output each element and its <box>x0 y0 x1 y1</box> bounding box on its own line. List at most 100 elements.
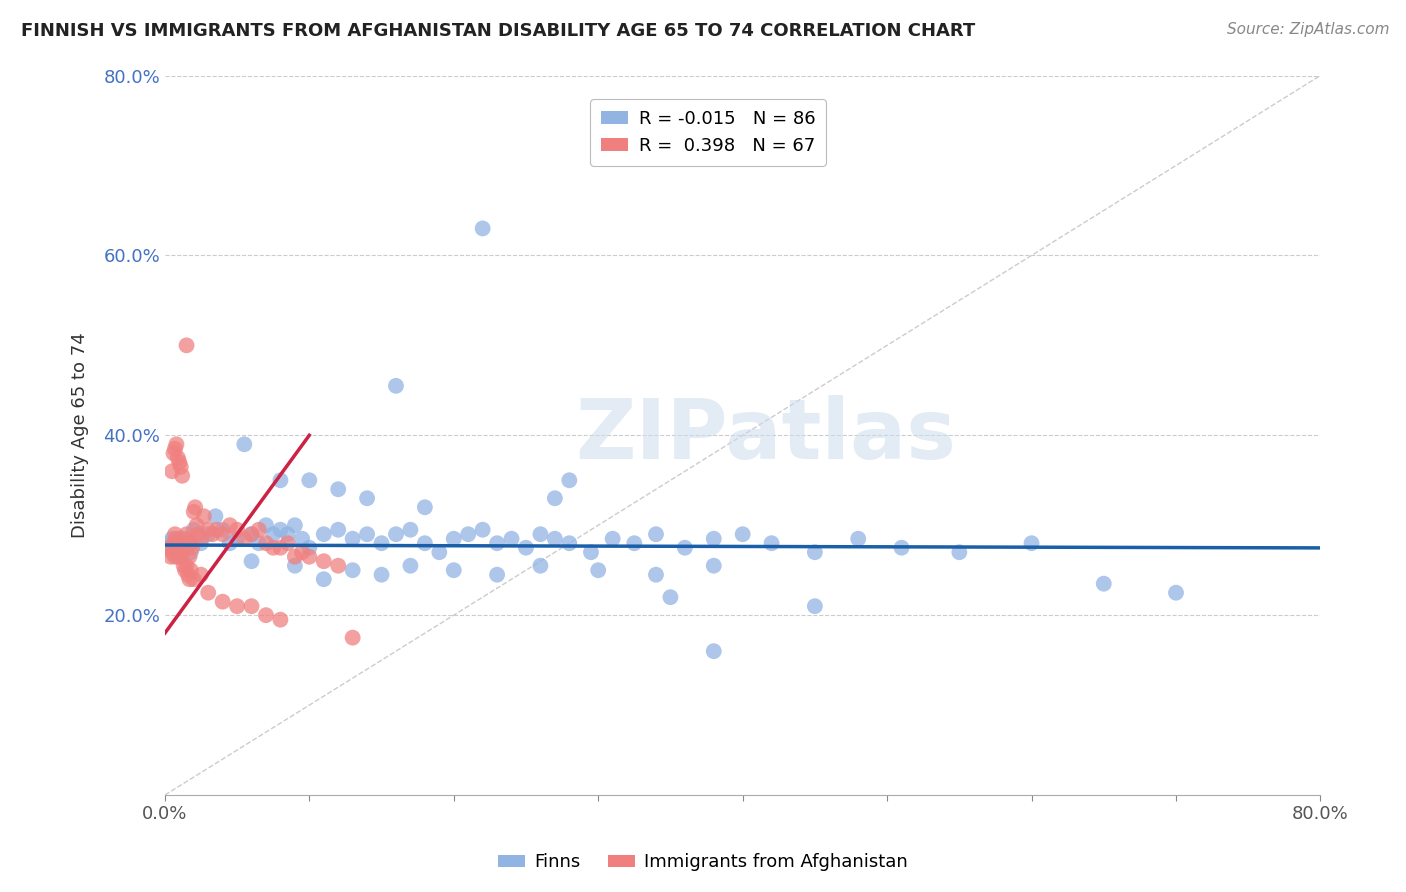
Point <box>218 518 240 533</box>
Point <box>761 536 783 550</box>
Point <box>269 473 291 487</box>
Text: Source: ZipAtlas.com: Source: ZipAtlas.com <box>1226 22 1389 37</box>
Point <box>187 527 209 541</box>
Point <box>284 518 307 533</box>
Point <box>163 527 186 541</box>
Point <box>169 455 191 469</box>
Point <box>703 532 725 546</box>
Point <box>427 545 450 559</box>
Point <box>291 545 314 559</box>
Point <box>284 558 307 573</box>
Point <box>176 541 198 555</box>
Point <box>183 572 205 586</box>
Point <box>226 532 249 546</box>
Point <box>167 450 190 465</box>
Point <box>233 437 256 451</box>
Point <box>172 545 194 559</box>
Point <box>247 523 270 537</box>
Point <box>240 527 263 541</box>
Point <box>486 536 509 550</box>
Point <box>218 536 240 550</box>
Point <box>804 599 827 614</box>
Point <box>201 527 224 541</box>
Point <box>413 536 436 550</box>
Point <box>254 518 277 533</box>
Point <box>226 599 249 614</box>
Point <box>948 545 970 559</box>
Point <box>176 558 198 573</box>
Point <box>204 509 226 524</box>
Point <box>342 631 364 645</box>
Point <box>162 446 184 460</box>
Point <box>180 563 202 577</box>
Point <box>284 549 307 564</box>
Point <box>399 523 422 537</box>
Point <box>183 505 205 519</box>
Point <box>471 221 494 235</box>
Legend: Finns, Immigrants from Afghanistan: Finns, Immigrants from Afghanistan <box>491 847 915 879</box>
Y-axis label: Disability Age 65 to 74: Disability Age 65 to 74 <box>72 333 89 538</box>
Point <box>169 536 191 550</box>
Point <box>277 527 299 541</box>
Point <box>645 567 668 582</box>
Point <box>659 590 682 604</box>
Point <box>846 532 869 546</box>
Point <box>558 473 581 487</box>
Point <box>544 491 567 506</box>
Point <box>165 437 187 451</box>
Point <box>170 549 193 564</box>
Point <box>165 541 187 555</box>
Point <box>579 545 602 559</box>
Point <box>385 379 408 393</box>
Point <box>298 473 321 487</box>
Point <box>312 554 335 568</box>
Point <box>197 527 219 541</box>
Point <box>179 572 201 586</box>
Point <box>529 527 551 541</box>
Point <box>165 532 187 546</box>
Point <box>269 523 291 537</box>
Point <box>673 541 696 555</box>
Point <box>180 536 202 550</box>
Point <box>205 523 228 537</box>
Point <box>1021 536 1043 550</box>
Point <box>179 549 201 564</box>
Point <box>269 541 291 555</box>
Point <box>226 523 249 537</box>
Point <box>159 541 181 555</box>
Point <box>197 523 219 537</box>
Point <box>157 536 180 550</box>
Point <box>277 536 299 550</box>
Point <box>298 549 321 564</box>
Point <box>162 536 184 550</box>
Point <box>197 585 219 599</box>
Point <box>328 523 350 537</box>
Point <box>247 536 270 550</box>
Point <box>443 563 465 577</box>
Point <box>586 563 609 577</box>
Point <box>623 536 645 550</box>
Point <box>170 459 193 474</box>
Point <box>804 545 827 559</box>
Point <box>312 572 335 586</box>
Point <box>169 536 191 550</box>
Point <box>291 532 314 546</box>
Point <box>190 536 212 550</box>
Point <box>163 536 186 550</box>
Point <box>177 567 200 582</box>
Point <box>233 532 256 546</box>
Point <box>211 595 233 609</box>
Point <box>174 541 197 555</box>
Point <box>471 523 494 537</box>
Point <box>703 558 725 573</box>
Point <box>163 549 186 564</box>
Point <box>328 482 350 496</box>
Point <box>186 518 208 533</box>
Point <box>190 532 212 546</box>
Point <box>211 523 233 537</box>
Text: FINNISH VS IMMIGRANTS FROM AFGHANISTAN DISABILITY AGE 65 TO 74 CORRELATION CHART: FINNISH VS IMMIGRANTS FROM AFGHANISTAN D… <box>21 22 976 40</box>
Point <box>457 527 479 541</box>
Point <box>356 491 378 506</box>
Point <box>254 608 277 623</box>
Point <box>254 536 277 550</box>
